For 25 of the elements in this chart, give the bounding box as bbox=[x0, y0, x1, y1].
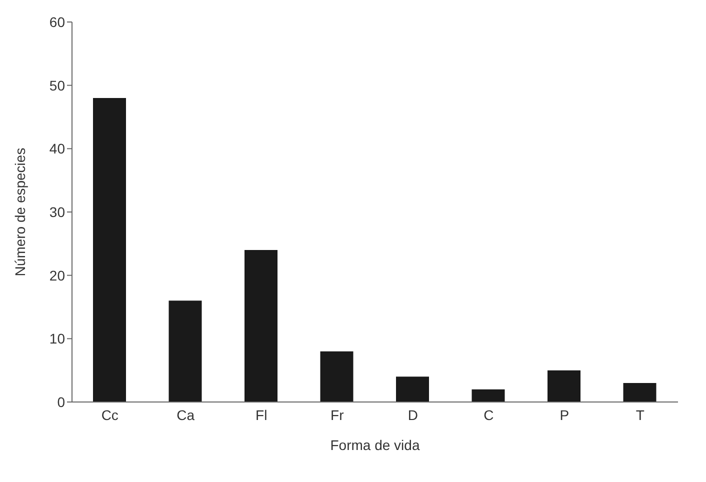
y-axis-title: Número de especies bbox=[12, 148, 28, 276]
y-tick-label: 20 bbox=[49, 267, 66, 284]
bar bbox=[396, 376, 429, 402]
bar bbox=[623, 383, 656, 402]
x-axis-title: Forma de vida bbox=[330, 437, 420, 453]
bar bbox=[548, 370, 580, 402]
y-tick-label: 10 bbox=[49, 330, 66, 347]
x-tick-label: T bbox=[636, 406, 645, 423]
x-tick-label: Fl bbox=[256, 406, 268, 423]
x-tick-label: C bbox=[484, 406, 494, 423]
x-tick-label: Ca bbox=[176, 406, 195, 423]
bar bbox=[168, 300, 202, 402]
bar bbox=[93, 98, 126, 402]
y-tick-label: 40 bbox=[49, 140, 66, 157]
bar bbox=[244, 250, 278, 402]
y-tick-label: 60 bbox=[49, 14, 66, 30]
x-tick-label: P bbox=[560, 406, 570, 423]
x-tick-label: Cc bbox=[101, 406, 118, 423]
bar bbox=[472, 389, 505, 402]
x-tick-label: D bbox=[408, 406, 418, 423]
y-tick-label: 30 bbox=[49, 204, 66, 220]
y-tick-label: 50 bbox=[49, 77, 66, 94]
x-tick-label: Fr bbox=[330, 406, 344, 423]
y-tick-label: 0 bbox=[57, 394, 66, 410]
bar bbox=[320, 351, 354, 402]
